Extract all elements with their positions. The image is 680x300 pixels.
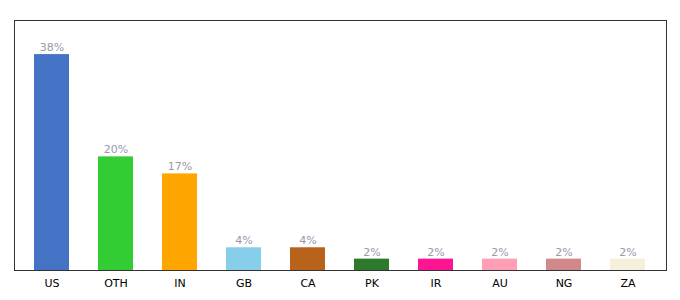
svg-text:OTH: OTH [104,277,128,290]
svg-text:AU: AU [492,277,508,290]
svg-text:38%: 38% [40,41,64,54]
svg-text:4%: 4% [235,234,252,247]
svg-text:IN: IN [174,277,185,290]
svg-text:4%: 4% [299,234,316,247]
svg-text:2%: 2% [363,246,380,259]
svg-text:2%: 2% [427,246,444,259]
svg-text:NG: NG [556,277,573,290]
svg-text:ZA: ZA [620,277,636,290]
svg-text:IR: IR [431,277,442,290]
svg-text:17%: 17% [168,160,192,173]
svg-text:CA: CA [300,277,316,290]
svg-text:2%: 2% [619,246,636,259]
svg-text:20%: 20% [104,143,128,156]
svg-text:GB: GB [236,277,252,290]
svg-text:2%: 2% [555,246,572,259]
svg-text:PK: PK [365,277,380,290]
svg-text:US: US [44,277,59,290]
svg-text:2%: 2% [491,246,508,259]
